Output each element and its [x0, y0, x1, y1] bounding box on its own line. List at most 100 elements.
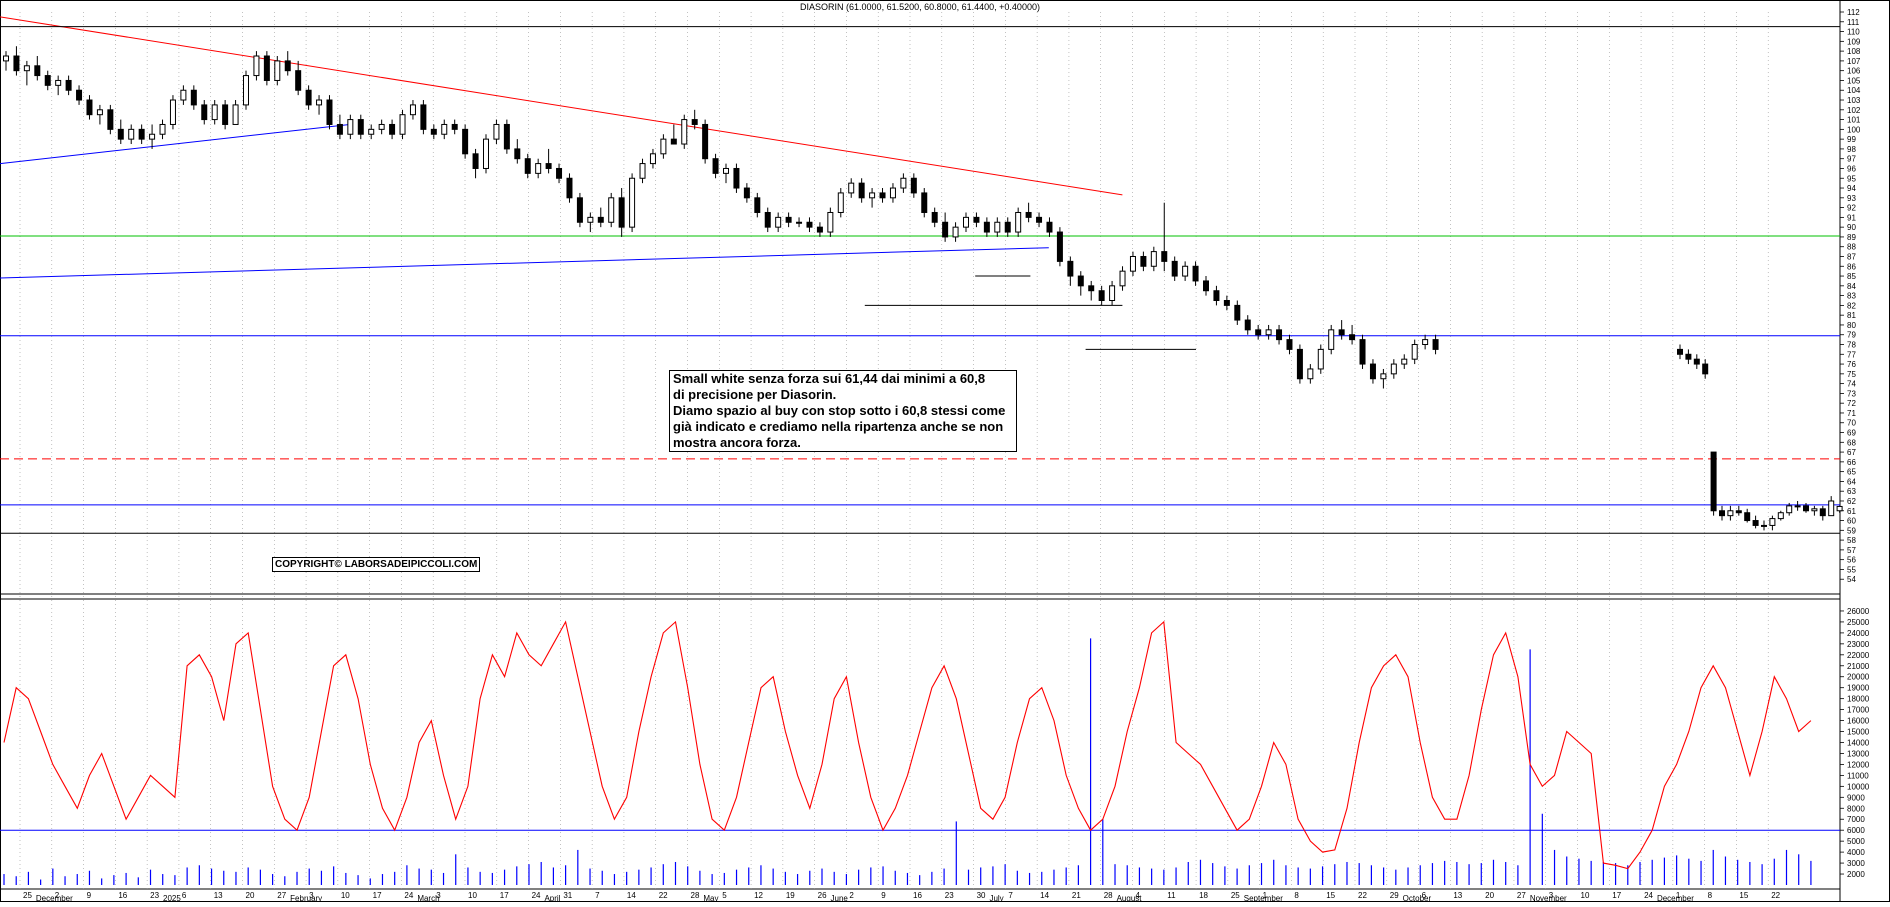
x-day-label: 9 — [87, 891, 92, 900]
candle-body — [848, 182, 855, 194]
candle-body — [545, 163, 552, 169]
candle-body — [483, 138, 489, 169]
y-tick-label: 3000 — [1847, 859, 1865, 868]
candle-body — [1088, 285, 1095, 292]
candle-body — [879, 192, 886, 199]
y-tick-label: 112 — [1847, 8, 1860, 17]
candle-body — [117, 128, 124, 140]
candle-body — [1203, 280, 1209, 292]
candle-body — [796, 221, 803, 224]
candle-body — [723, 167, 729, 174]
candle-body — [587, 216, 594, 223]
candle-body — [441, 123, 448, 135]
y-tick-label: 22000 — [1847, 651, 1870, 660]
candle-body — [1719, 510, 1725, 517]
y-tick-label: 107 — [1847, 57, 1861, 66]
x-day-label: 22 — [1358, 891, 1367, 900]
y-tick-label: 102 — [1847, 106, 1861, 115]
candle-body — [1369, 363, 1376, 380]
candle-body — [1182, 265, 1189, 277]
y-tick-label: 84 — [1847, 282, 1856, 291]
candle-body — [1296, 348, 1303, 380]
oscillator-line — [3, 620, 1812, 870]
x-month-label: August — [1117, 894, 1143, 902]
y-tick-label: 68 — [1847, 438, 1856, 447]
candle-body — [1411, 344, 1418, 360]
candle-body — [451, 123, 458, 130]
candle-body — [1046, 221, 1053, 233]
x-month-label: April — [544, 894, 560, 902]
candle-body — [347, 119, 354, 135]
y-tick-label: 99 — [1847, 135, 1856, 144]
x-day-label: 5 — [722, 891, 727, 900]
candle-body — [1307, 368, 1314, 380]
chart-title: DIASORIN (61.0000, 61.5200, 60.8000, 61.… — [800, 2, 1040, 12]
x-month-label: February — [290, 894, 322, 902]
candle-body — [1234, 304, 1241, 321]
candle-body — [389, 123, 396, 135]
x-day-label: 27 — [1517, 891, 1526, 900]
candle-body — [263, 55, 270, 81]
candle-body — [597, 216, 604, 223]
candle-body — [190, 89, 197, 106]
y-tick-label: 76 — [1847, 360, 1856, 369]
y-tick-label: 72 — [1847, 399, 1856, 408]
y-tick-label: 23000 — [1847, 640, 1870, 649]
candle-body — [1702, 363, 1709, 375]
candle-body — [639, 163, 646, 179]
candle-body — [691, 119, 698, 125]
candle-body — [34, 65, 41, 77]
candle-body — [274, 60, 281, 81]
candle-body — [681, 119, 688, 145]
x-day-label: 20 — [1485, 891, 1494, 900]
y-tick-label: 25000 — [1847, 618, 1870, 627]
candle-body — [952, 226, 959, 238]
y-tick-label: 110 — [1847, 28, 1860, 37]
note-line: già indicato e crediamo nella ripartenza… — [673, 419, 1004, 434]
candle-body — [1744, 512, 1751, 522]
candle-body — [994, 221, 1001, 233]
candle-body — [430, 128, 437, 135]
x-day-label: 10 — [468, 891, 477, 900]
x-month-label: December — [1657, 894, 1694, 902]
candle-body — [629, 177, 636, 228]
y-tick-label: 63 — [1847, 487, 1856, 496]
candle-body — [827, 211, 834, 233]
candle-body — [858, 182, 865, 199]
candle-body — [409, 104, 416, 116]
x-day-label: 31 — [563, 891, 572, 900]
x-day-label: 7 — [595, 891, 600, 900]
candle-body — [86, 99, 93, 116]
candle-body — [305, 89, 312, 106]
x-day-label: 24 — [404, 891, 413, 900]
candle-body — [1286, 339, 1293, 350]
x-month-label: October — [1403, 894, 1432, 902]
y-tick-label: 20000 — [1847, 673, 1870, 682]
candle-body — [816, 226, 823, 233]
candle-body — [149, 133, 156, 140]
candle-body — [1380, 373, 1387, 380]
x-day-label: 8 — [1294, 891, 1299, 900]
candle-body — [55, 79, 62, 86]
candle-body — [211, 104, 218, 121]
y-tick-label: 69 — [1847, 429, 1856, 438]
candle-body — [159, 123, 166, 135]
y-tick-label: 9000 — [1847, 793, 1865, 802]
candle-body — [1119, 270, 1126, 287]
x-day-label: 17 — [373, 891, 382, 900]
candle-body — [1836, 505, 1843, 512]
trend-line — [0, 123, 350, 165]
y-tick-label: 79 — [1847, 331, 1856, 340]
x-day-label: 1 — [1263, 891, 1268, 900]
y-tick-label: 77 — [1847, 350, 1856, 359]
candle-body — [785, 216, 792, 223]
y-tick-label: 90 — [1847, 223, 1856, 232]
x-month-label: September — [1244, 894, 1283, 902]
note-line: mostra ancora forza. — [673, 435, 801, 450]
x-day-label: 14 — [1040, 891, 1049, 900]
x-day-label: 8 — [1708, 891, 1713, 900]
trend-line — [0, 247, 1049, 279]
candle-body — [295, 70, 302, 91]
candle-body — [1752, 520, 1759, 526]
y-tick-label: 98 — [1847, 145, 1856, 154]
